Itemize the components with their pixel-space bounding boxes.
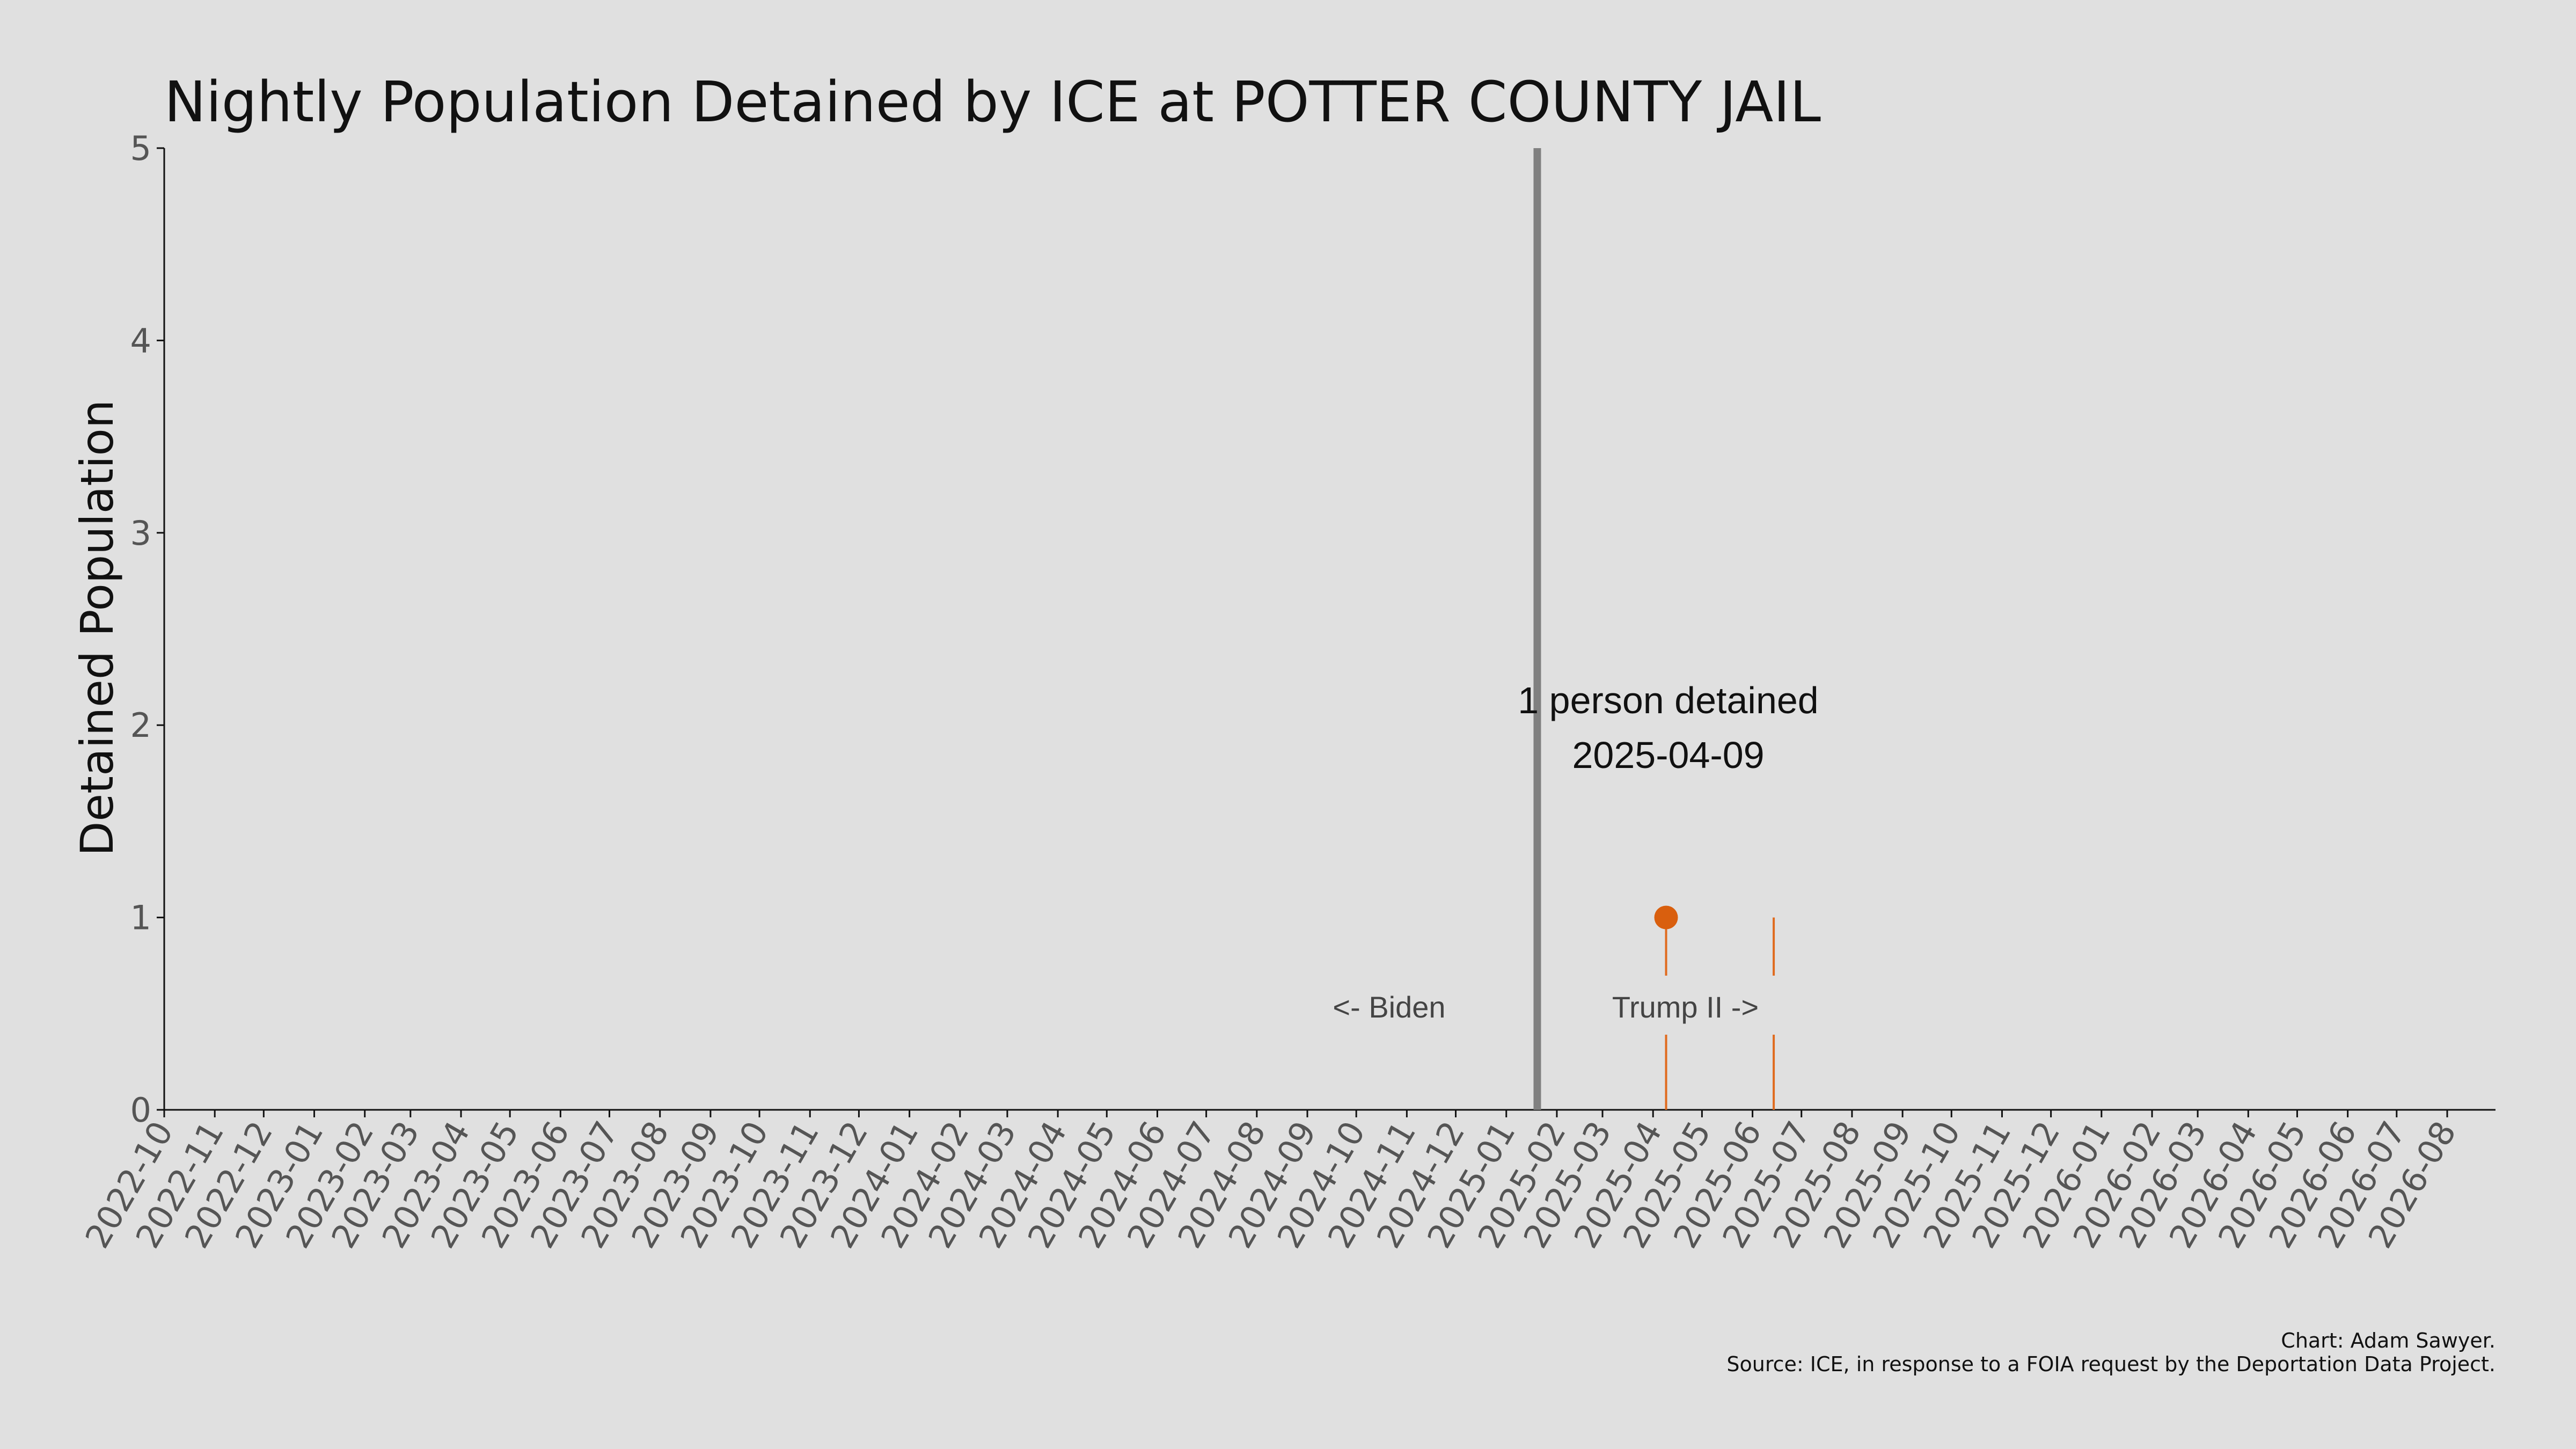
chart-title: Nightly Population Detained by ICE at PO…: [164, 69, 1821, 135]
y-axis-title: Detained Population: [71, 400, 123, 856]
y-axis: 0 1 2 3 4 5: [130, 129, 165, 1130]
era-label-backdrop: [1569, 975, 1802, 1035]
highlight-marker: [1654, 905, 1678, 930]
credit-source: Source: ICE, in response to a FOIA reque…: [1726, 1352, 2496, 1376]
credit-author: Chart: Adam Sawyer.: [2281, 1329, 2496, 1352]
biden-era-label: <- Biden: [1333, 990, 1445, 1024]
y-tick-label: 1: [130, 898, 151, 938]
y-tick-label: 2: [130, 706, 151, 745]
y-tick-label: 3: [130, 514, 151, 553]
y-tick-label: 5: [130, 129, 151, 168]
trump-era-label: Trump II ->: [1612, 990, 1759, 1024]
y-tick-label: 4: [130, 321, 151, 360]
peak-annotation: 1 person detained 2025-04-09: [1518, 679, 1818, 776]
annotation-date: 2025-04-09: [1572, 734, 1764, 776]
highlight-point: [1654, 905, 1678, 930]
annotation-count: 1 person detained: [1518, 679, 1818, 721]
y-tick-label: 0: [130, 1091, 151, 1130]
x-axis: 2022-102022-112022-122023-012023-022023-…: [77, 1109, 2496, 1255]
era-labels: <- Biden Trump II ->: [1333, 975, 1802, 1035]
